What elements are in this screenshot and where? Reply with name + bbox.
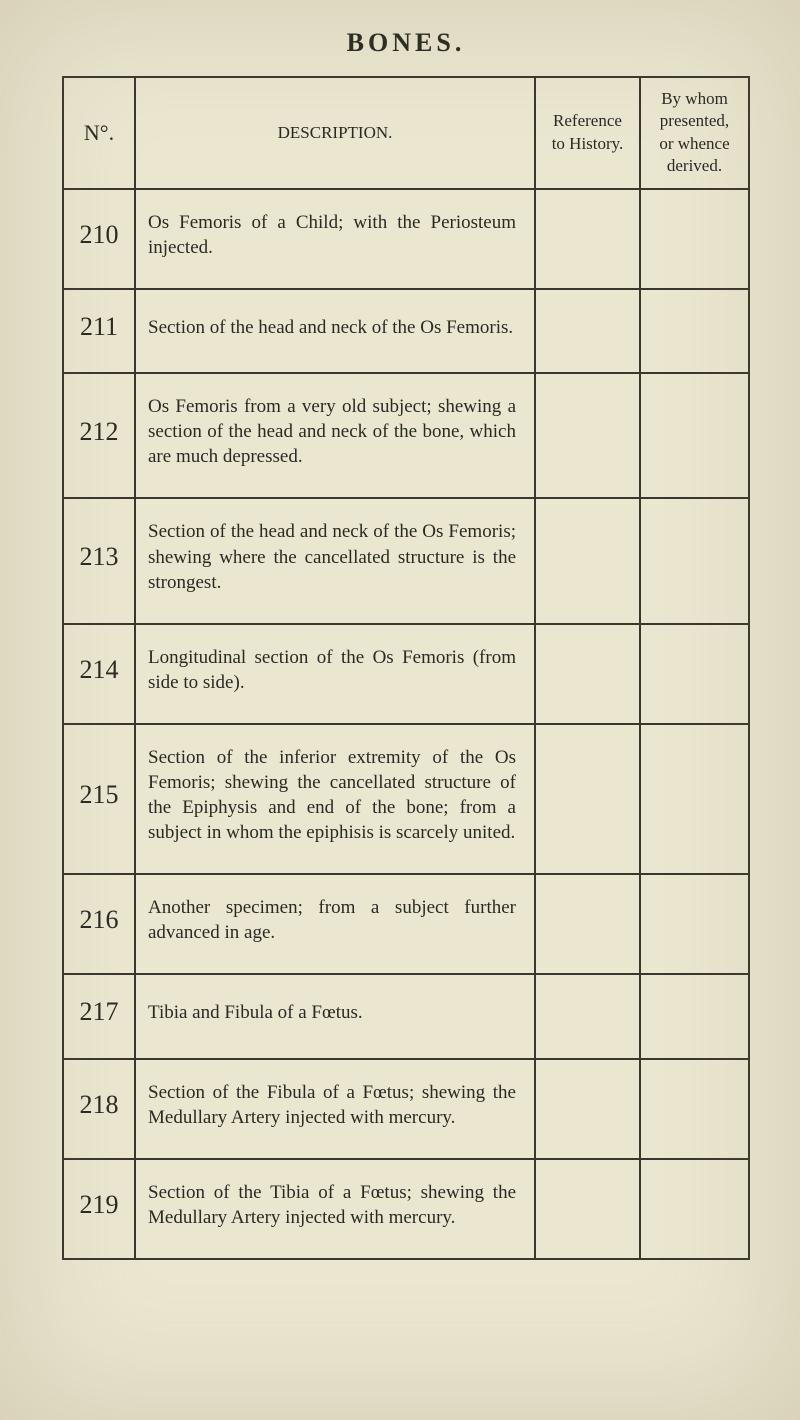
table-row: 219 Section of the Tibia of a Fœtus; she… bbox=[63, 1159, 749, 1259]
table-header-row: N°. DESCRIPTION. Reference to History. B… bbox=[63, 77, 749, 189]
cell-bywhom bbox=[640, 724, 749, 874]
cell-bywhom bbox=[640, 373, 749, 498]
table-row: 216 Another specimen; from a subject fur… bbox=[63, 874, 749, 974]
cell-reference bbox=[535, 289, 640, 373]
cell-bywhom bbox=[640, 1159, 749, 1259]
cell-reference bbox=[535, 724, 640, 874]
cell-no: 213 bbox=[63, 498, 135, 623]
cell-bywhom bbox=[640, 289, 749, 373]
table-row: 215 Section of the inferior extremity of… bbox=[63, 724, 749, 874]
cell-bywhom bbox=[640, 1059, 749, 1159]
bones-table: N°. DESCRIPTION. Reference to History. B… bbox=[62, 76, 750, 1260]
cell-description: Os Femoris from a very old subject; shew… bbox=[135, 373, 535, 498]
table-row: 217 Tibia and Fibula of a Fœtus. bbox=[63, 974, 749, 1058]
cell-no: 218 bbox=[63, 1059, 135, 1159]
cell-reference bbox=[535, 189, 640, 289]
cell-bywhom bbox=[640, 874, 749, 974]
cell-reference bbox=[535, 1059, 640, 1159]
cell-no: 216 bbox=[63, 874, 135, 974]
cell-bywhom bbox=[640, 189, 749, 289]
cell-reference bbox=[535, 624, 640, 724]
cell-description: Section of the Fibula of a Fœtus; shewin… bbox=[135, 1059, 535, 1159]
table-row: 218 Section of the Fibula of a Fœtus; sh… bbox=[63, 1059, 749, 1159]
page: BONES. N°. DESCRIPTION. Reference to His… bbox=[0, 0, 800, 1420]
cell-description: Section of the inferior extremity of the… bbox=[135, 724, 535, 874]
table-row: 214 Longitudinal section of the Os Femor… bbox=[63, 624, 749, 724]
page-title: BONES. bbox=[62, 28, 750, 58]
cell-reference bbox=[535, 1159, 640, 1259]
cell-reference bbox=[535, 874, 640, 974]
cell-description: Section of the head and neck of the Os F… bbox=[135, 498, 535, 623]
table-row: 210 Os Femoris of a Child; with the Peri… bbox=[63, 189, 749, 289]
cell-description: Longitudinal section of the Os Femoris (… bbox=[135, 624, 535, 724]
cell-description: Section of the head and neck of the Os F… bbox=[135, 289, 535, 373]
cell-description: Tibia and Fibula of a Fœtus. bbox=[135, 974, 535, 1058]
cell-reference bbox=[535, 974, 640, 1058]
cell-no: 215 bbox=[63, 724, 135, 874]
cell-no: 210 bbox=[63, 189, 135, 289]
col-header-no: N°. bbox=[63, 77, 135, 189]
col-header-description: DESCRIPTION. bbox=[135, 77, 535, 189]
col-header-reference: Reference to History. bbox=[535, 77, 640, 189]
col-header-bywhom: By whom presented, or whence derived. bbox=[640, 77, 749, 189]
cell-no: 217 bbox=[63, 974, 135, 1058]
cell-no: 219 bbox=[63, 1159, 135, 1259]
table-row: 213 Section of the head and neck of the … bbox=[63, 498, 749, 623]
cell-description: Os Femoris of a Child; with the Perioste… bbox=[135, 189, 535, 289]
cell-bywhom bbox=[640, 974, 749, 1058]
cell-description: Section of the Tibia of a Fœtus; shewing… bbox=[135, 1159, 535, 1259]
cell-reference bbox=[535, 498, 640, 623]
table-row: 211 Section of the head and neck of the … bbox=[63, 289, 749, 373]
cell-description: Another specimen; from a subject further… bbox=[135, 874, 535, 974]
cell-no: 212 bbox=[63, 373, 135, 498]
cell-reference bbox=[535, 373, 640, 498]
cell-no: 214 bbox=[63, 624, 135, 724]
cell-bywhom bbox=[640, 498, 749, 623]
table-row: 212 Os Femoris from a very old subject; … bbox=[63, 373, 749, 498]
cell-no: 211 bbox=[63, 289, 135, 373]
cell-bywhom bbox=[640, 624, 749, 724]
